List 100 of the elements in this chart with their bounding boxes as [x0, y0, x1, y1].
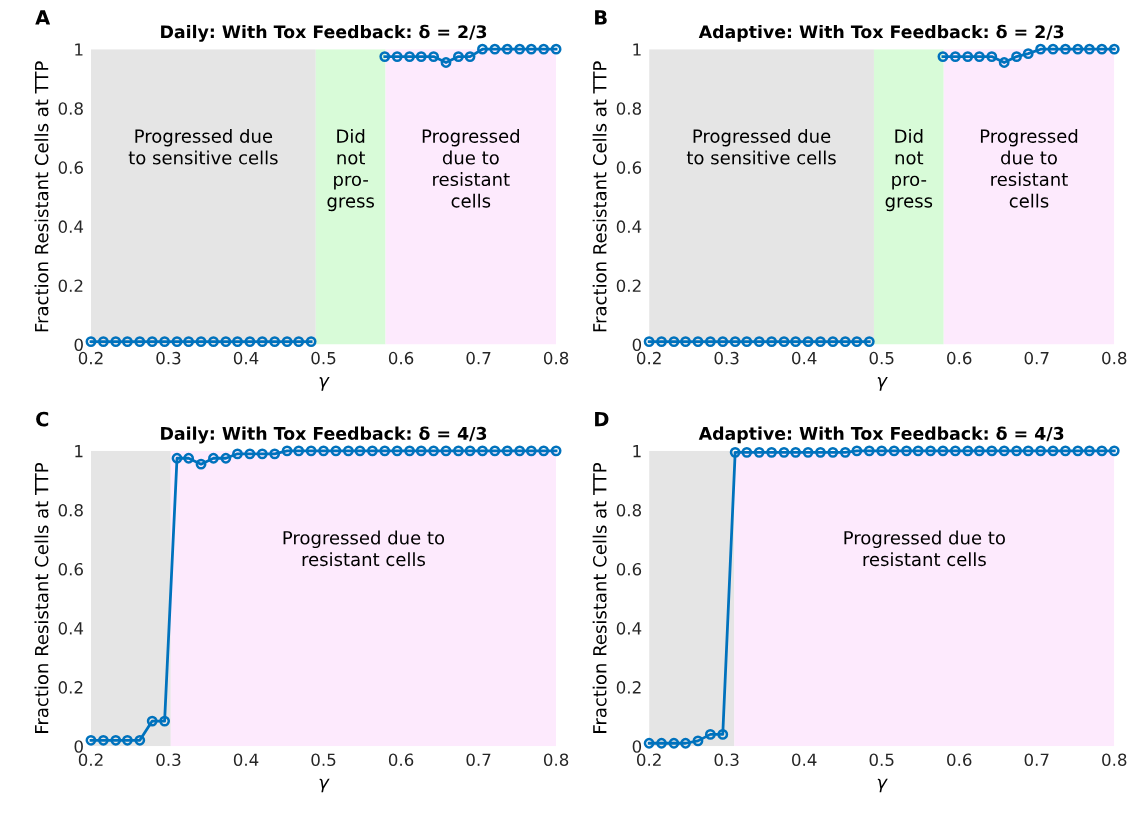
- point: [704, 336, 716, 347]
- point: [1072, 43, 1084, 55]
- chart-title: Daily: With Tox Feedback: δ = 4/3: [161, 426, 487, 444]
- point: [1108, 43, 1120, 55]
- point: [525, 43, 537, 55]
- point: [815, 336, 826, 347]
- x-tick-label: 0.4: [792, 753, 817, 767]
- point: [1072, 445, 1084, 457]
- point: [428, 51, 440, 62]
- y-tick-label: 0: [74, 740, 83, 753]
- point: [778, 336, 790, 347]
- y-axis-title: Fraction Resistant Cells at TTP: [34, 61, 49, 332]
- point: [643, 336, 655, 347]
- point: [827, 336, 839, 347]
- y-tick-label: 0.8: [58, 102, 83, 115]
- x-tick-label: 0.5: [869, 753, 894, 767]
- point: [391, 445, 403, 457]
- point: [208, 336, 219, 347]
- point: [778, 446, 790, 458]
- point: [876, 445, 888, 457]
- band-label: Did not pro- gress: [885, 128, 933, 212]
- point: [1022, 48, 1034, 60]
- point: [404, 445, 415, 457]
- point: [815, 446, 826, 458]
- y-tick-label: 0: [632, 338, 642, 352]
- point: [232, 336, 243, 347]
- point: [453, 445, 464, 457]
- point: [183, 336, 195, 347]
- point: [668, 737, 680, 749]
- point: [973, 445, 985, 457]
- point: [134, 336, 146, 347]
- point: [986, 445, 998, 457]
- point: [404, 51, 415, 62]
- point: [281, 336, 293, 347]
- point: [538, 445, 550, 457]
- point: [464, 51, 476, 62]
- x-tick-label: 0.7: [466, 351, 491, 365]
- point: [1011, 445, 1022, 457]
- point: [643, 737, 655, 749]
- x-tick-label: 0.3: [714, 753, 739, 767]
- point: [790, 446, 802, 458]
- point: [753, 446, 765, 458]
- point: [269, 336, 281, 347]
- point: [134, 734, 146, 746]
- chart-title: Adaptive: With Tox Feedback: δ = 2/3: [698, 24, 1064, 42]
- point: [244, 336, 256, 347]
- x-axis-title: γ: [319, 778, 330, 793]
- point: [1022, 445, 1034, 457]
- point: [85, 336, 97, 347]
- chart-title: Daily: With Tox Feedback: δ = 2/3: [161, 24, 487, 42]
- point: [680, 737, 691, 749]
- x-tick-label: 0.7: [1024, 753, 1049, 767]
- point: [851, 336, 863, 347]
- point: [962, 51, 974, 62]
- x-tick-label: 0.5: [869, 351, 894, 365]
- x-axis-title: γ: [319, 377, 330, 391]
- y-tick-label: 0.2: [58, 279, 83, 293]
- x-tick-label: 0.6: [388, 753, 414, 767]
- point: [293, 336, 305, 347]
- x-tick-label: 0.3: [156, 753, 181, 767]
- point: [440, 445, 452, 457]
- point: [159, 715, 171, 727]
- point: [538, 43, 550, 55]
- point: [366, 445, 378, 457]
- text: B: [595, 10, 607, 25]
- y-tick-label: 0.8: [616, 503, 642, 517]
- point: [121, 336, 133, 347]
- point: [281, 445, 293, 457]
- point: [220, 452, 232, 464]
- point: [1047, 43, 1059, 55]
- point: [1108, 445, 1120, 457]
- band-label: Progressed due to resistant cells: [844, 530, 1005, 567]
- x-axis-title: γ: [877, 377, 888, 391]
- point: [998, 57, 1010, 68]
- point: [354, 445, 366, 457]
- y-tick-label: 0.2: [616, 279, 641, 293]
- point: [550, 445, 562, 457]
- text: A: [35, 10, 51, 25]
- y-tick-label: 0: [74, 338, 83, 352]
- point: [97, 336, 109, 347]
- point: [550, 43, 562, 55]
- point: [717, 728, 729, 740]
- point: [183, 452, 195, 464]
- point: [753, 336, 765, 347]
- y-tick-label: 0.8: [58, 503, 83, 517]
- y-tick-label: 1: [75, 445, 83, 458]
- point: [146, 715, 158, 727]
- point: [171, 452, 183, 464]
- point: [668, 336, 680, 347]
- text: D: [595, 411, 609, 427]
- point: [110, 734, 122, 746]
- y-tick-label: 0.4: [58, 622, 84, 635]
- y-axis-title: Fraction Resistant Cells at TTP: [592, 462, 607, 733]
- point: [379, 51, 391, 62]
- x-tick-label: 0.4: [233, 753, 259, 767]
- point: [415, 445, 427, 457]
- y-tick-label: 0.4: [616, 220, 642, 233]
- point: [998, 445, 1010, 457]
- y-tick-label: 0.6: [58, 161, 83, 174]
- point: [195, 336, 207, 347]
